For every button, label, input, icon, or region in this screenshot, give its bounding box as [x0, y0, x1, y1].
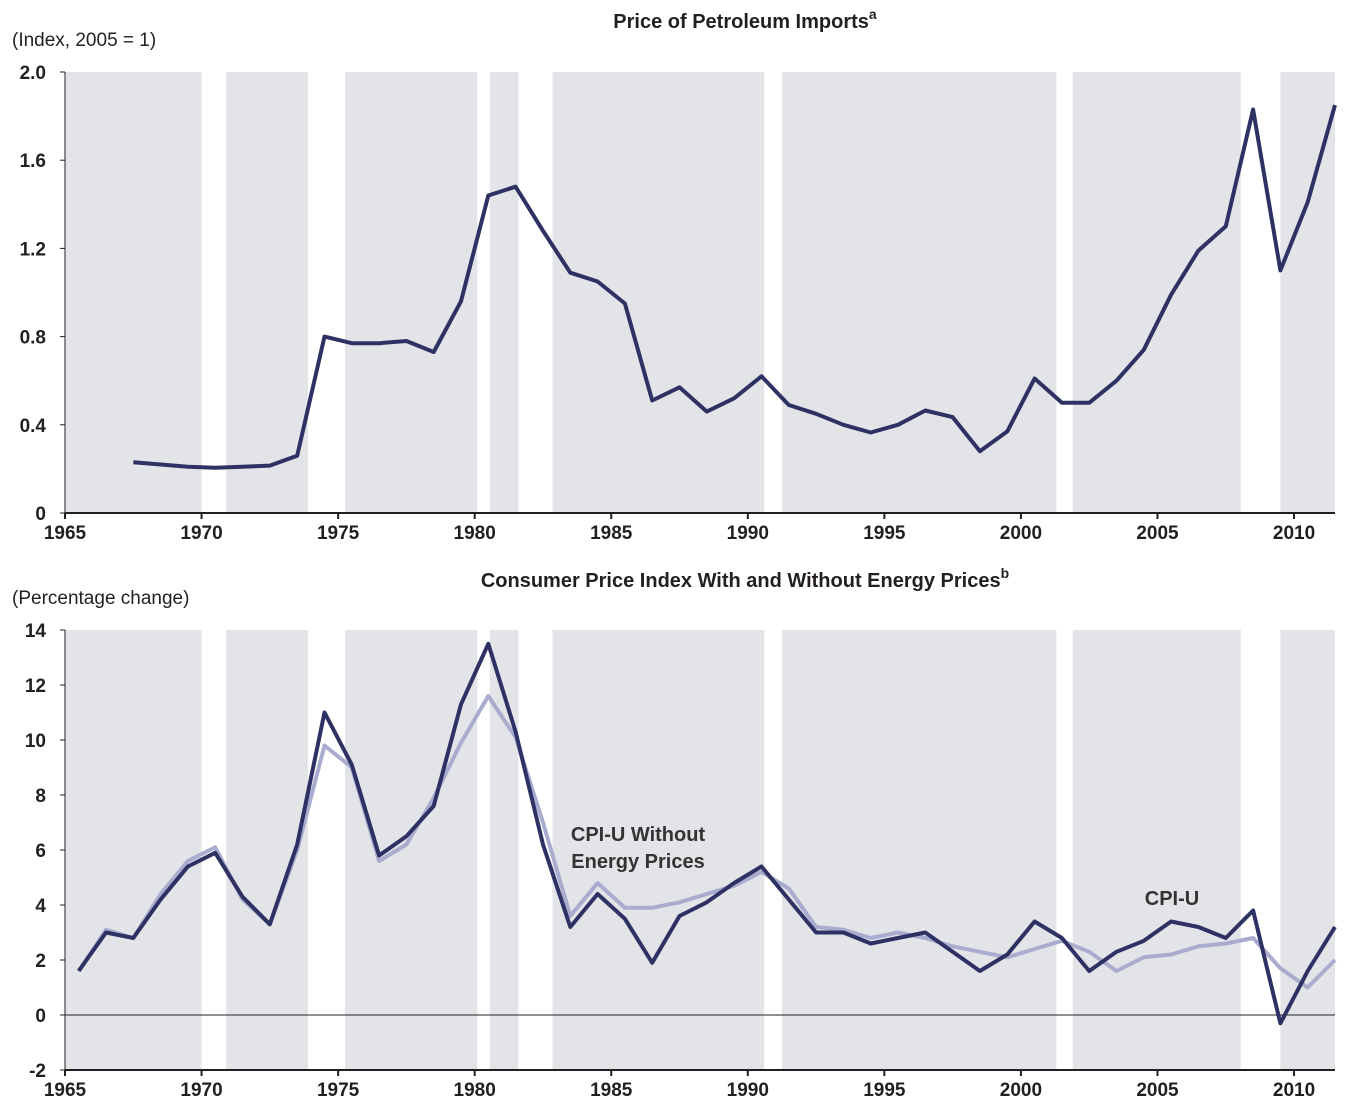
y-tick-label: 0: [35, 504, 46, 525]
x-tick-label: 1990: [727, 523, 769, 544]
chart-title: Consumer Price Index With and Without En…: [481, 565, 1009, 592]
x-tick-label: 1995: [863, 523, 906, 544]
x-tick-label: 1970: [180, 1080, 222, 1101]
plot-background: [65, 630, 1335, 1070]
y-tick-label: 4: [35, 896, 46, 917]
y-tick-label: 1.6: [20, 151, 46, 172]
x-tick-label: 1975: [317, 523, 360, 544]
recession-band: [764, 72, 782, 513]
recession-band: [1056, 72, 1073, 513]
series-line: [77, 641, 1337, 1026]
recession-band: [518, 72, 553, 513]
recession-band: [201, 72, 227, 513]
chart-title-text: Price of Petroleum Imports: [613, 11, 869, 33]
y-tick-label: 0.8: [20, 328, 46, 349]
recession-band: [477, 72, 490, 513]
x-tick-label: 1965: [44, 1080, 87, 1101]
x-tick-label: 2000: [1000, 523, 1042, 544]
recession-band: [477, 630, 490, 1070]
y-tick-label: 10: [25, 731, 46, 752]
y-axis-label: (Percentage change): [12, 588, 189, 609]
x-tick-label: 2005: [1136, 523, 1179, 544]
x-tick-label: 1980: [454, 1080, 496, 1101]
y-tick-label: 2.0: [20, 63, 46, 84]
chart-title-text: Consumer Price Index With and Without En…: [481, 570, 1001, 592]
y-tick-label: 2: [35, 951, 46, 972]
series-annotation: CPI-U Without Energy Prices: [570, 824, 706, 873]
recession-band: [308, 630, 345, 1070]
x-tick-label: 2005: [1136, 1080, 1179, 1101]
y-tick-label: -2: [29, 1061, 46, 1082]
recession-band: [1056, 630, 1073, 1070]
chart-title: Price of Petroleum Importsa: [613, 6, 877, 33]
x-tick-label: 1975: [317, 1080, 360, 1101]
x-tick-label: 1970: [180, 523, 222, 544]
y-tick-label: 6: [35, 841, 46, 862]
x-tick-label: 1985: [590, 1080, 633, 1101]
x-tick-label: 1965: [44, 523, 87, 544]
data-line: [133, 104, 1337, 470]
x-tick-label: 1985: [590, 523, 633, 544]
y-tick-label: 8: [35, 786, 46, 807]
x-tick-label: 2000: [1000, 1080, 1042, 1101]
x-tick-label: 2010: [1273, 523, 1315, 544]
y-tick-label: 0: [35, 1006, 46, 1027]
x-tick-label: 1995: [863, 1080, 906, 1101]
y-tick-label: 0.4: [20, 416, 47, 437]
x-tick-label: 2010: [1273, 1080, 1315, 1101]
recession-band: [308, 72, 345, 513]
y-tick-label: 14: [25, 621, 47, 642]
plot-background: [65, 72, 1335, 513]
series-annotation: CPI-U: [1144, 888, 1200, 910]
recession-band: [764, 630, 782, 1070]
y-tick-label: 12: [25, 676, 46, 697]
y-tick-label: 1.2: [20, 239, 46, 260]
x-tick-label: 1990: [727, 1080, 769, 1101]
y-axis-label: (Index, 2005 = 1): [12, 30, 156, 51]
x-tick-label: 1980: [454, 523, 496, 544]
title-note: a: [869, 6, 877, 22]
title-note: b: [1001, 565, 1010, 581]
